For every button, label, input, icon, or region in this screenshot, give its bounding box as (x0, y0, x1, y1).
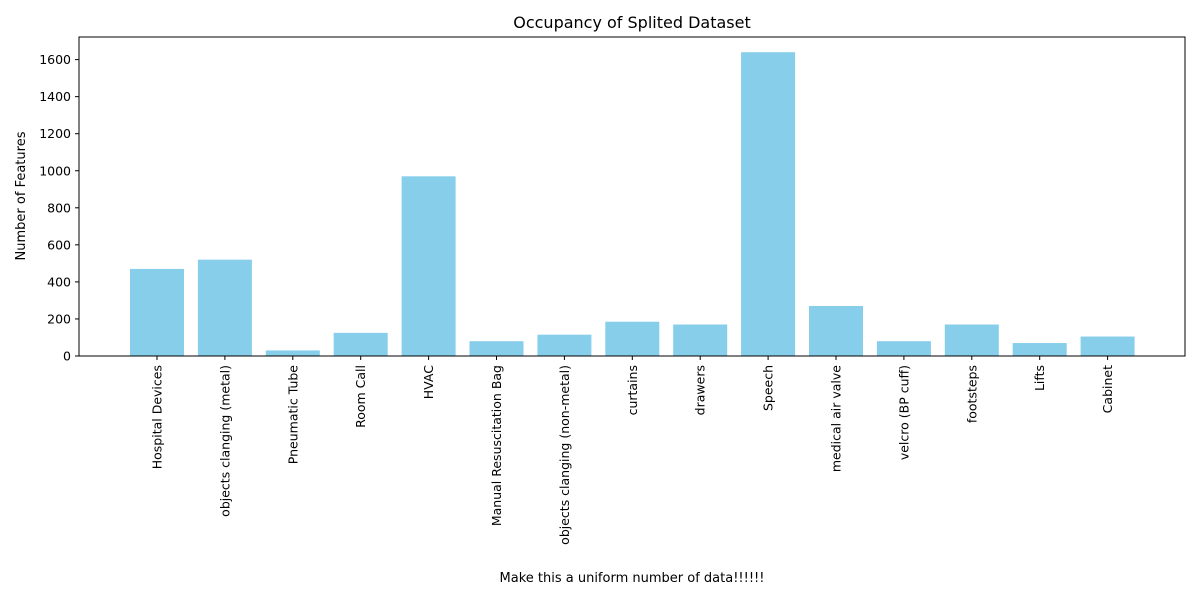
x-tick-label: objects clanging (non-metal) (557, 365, 572, 545)
bar-12 (944, 324, 999, 356)
bar-10 (809, 305, 863, 356)
x-tick-label: Manual Resuscitation Bag (489, 365, 504, 526)
bar-1 (197, 259, 252, 356)
bar-14 (1080, 336, 1135, 356)
bar-11 (876, 341, 931, 356)
bar-8 (673, 324, 728, 356)
y-tick-label: 1000 (39, 163, 71, 178)
y-tick-label: 200 (47, 311, 71, 326)
x-tick-label: footsteps (964, 365, 979, 423)
x-tick-label: curtains (625, 365, 640, 415)
y-tick-label: 1200 (39, 126, 71, 141)
x-tick-label: Speech (761, 365, 776, 411)
bars-group (130, 52, 1135, 356)
y-tick-label: 600 (47, 237, 71, 252)
bar-13 (1012, 343, 1067, 356)
plot-frame (78, 36, 1186, 357)
x-tick-label: velcro (BP cuff) (896, 365, 911, 460)
y-axis-label: Number of Features (14, 131, 29, 260)
y-tick-label: 1400 (39, 89, 71, 104)
x-tick-label: HVAC (421, 365, 436, 399)
x-axis-label: Make this a uniform number of data!!!!!! (500, 571, 765, 586)
x-tick-label: Pneumatic Tube (285, 365, 300, 465)
x-tick-label: medical air valve (829, 365, 844, 472)
x-axis-ticks: Hospital Devices objects clanging (metal)… (150, 356, 1115, 545)
bar-2 (265, 350, 320, 356)
bar-9 (741, 52, 796, 356)
chart-title: Occupancy of Splited Dataset (513, 13, 751, 32)
y-tick-label: 800 (47, 200, 71, 215)
bar-5 (469, 341, 524, 356)
y-tick-label: 0 (63, 349, 71, 364)
y-axis-ticks: 0 200 400 600 800 1000 1200 1400 1600 (39, 52, 79, 364)
bar-0 (130, 268, 184, 356)
x-tick-label: Lifts (1032, 365, 1047, 391)
y-tick-label: 400 (47, 274, 71, 289)
x-tick-label: drawers (693, 365, 708, 415)
x-tick-label: objects clanging (metal) (217, 365, 232, 517)
bar-4 (401, 176, 456, 356)
bar-3 (333, 332, 388, 356)
x-tick-label: Cabinet (1100, 365, 1115, 413)
x-tick-label: Hospital Devices (150, 365, 165, 469)
bar-7 (605, 321, 660, 356)
y-tick-label: 1600 (39, 52, 71, 67)
x-tick-label: Room Call (353, 365, 368, 428)
bar-6 (537, 334, 592, 356)
